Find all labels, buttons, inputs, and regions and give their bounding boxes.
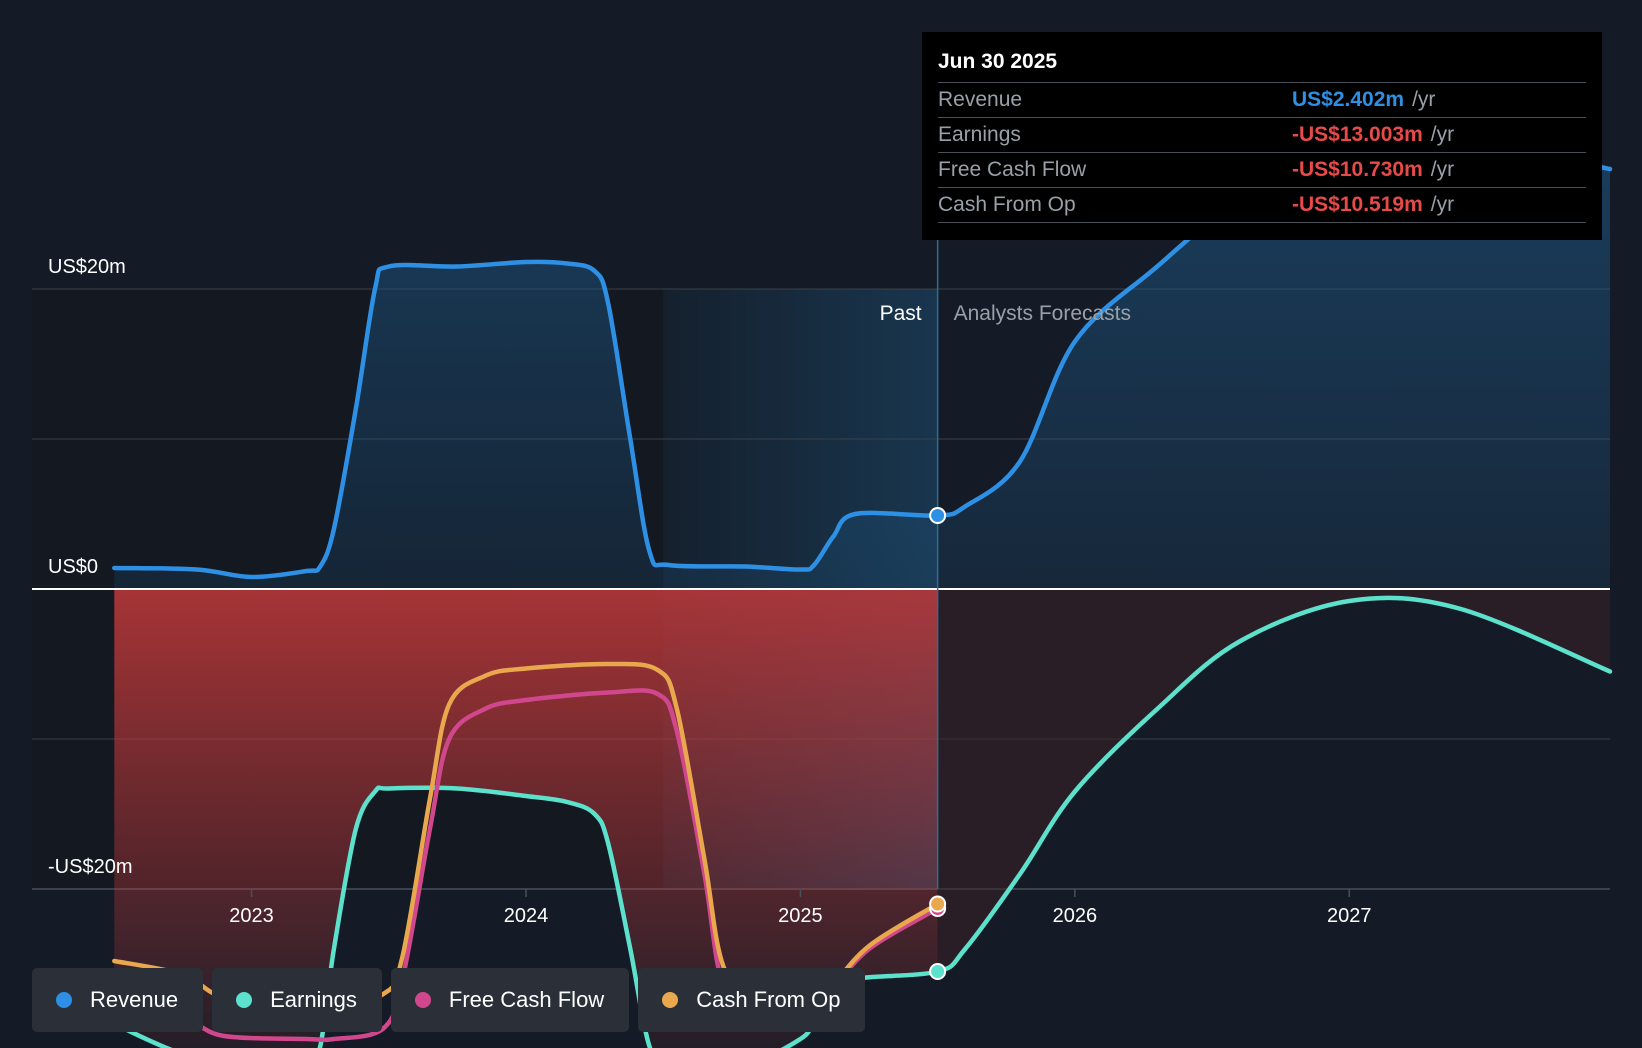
tooltip-row-revenue: Revenue US$2.402m /yr [938,83,1586,118]
legend-revenue[interactable]: Revenue [32,968,204,1032]
x-tick-label: 2024 [504,905,549,927]
tooltip-date: Jun 30 2025 [938,46,1586,83]
tooltip-name: Free Cash Flow [938,158,1087,181]
past-label: Past [880,302,922,325]
tooltip-value: -US$13.003m [1292,123,1423,146]
marker-revenue [929,507,947,524]
revenue-area [114,133,1610,589]
legend-label: Revenue [90,987,179,1012]
tooltip-row-cash-from-op: Cash From Op -US$10.519m /yr [938,188,1586,223]
legend: Revenue Earnings Free Cash Flow Cash Fro… [32,968,866,1032]
tooltip-unit: /yr [1430,123,1455,146]
legend-dot-icon [662,992,679,1008]
legend-earnings[interactable]: Earnings [212,968,382,1032]
series-line-earnings [112,595,1613,1048]
x-tick-label: 2027 [1327,905,1372,927]
legend-label: Cash From Op [696,987,841,1012]
legend-dot-icon [236,992,253,1008]
tooltip-value: -US$10.519m [1292,193,1423,216]
tooltip-name: Cash From Op [938,193,1076,216]
legend-free-cash-flow[interactable]: Free Cash Flow [390,968,630,1032]
tooltip-name: Revenue [938,88,1023,111]
x-tick-label: 2025 [778,905,823,927]
marker-cash-from-op [929,895,947,913]
legend-dot-icon [414,992,431,1008]
current-markers [929,507,947,980]
x-tick-label: 2026 [1053,905,1098,927]
legend-label: Free Cash Flow [448,987,605,1012]
tooltip-unit: /yr [1430,193,1455,216]
tooltip-name: Earnings [938,123,1021,146]
x-tick-label: 2023 [229,905,274,927]
marker-earnings [929,963,947,980]
y-axis-label-top: US$20m [48,256,126,278]
y-axis-label-bottom: -US$20m [48,856,132,878]
tooltip-row-free-cash-flow: Free Cash Flow -US$10.730m /yr [938,153,1586,188]
legend-label: Earnings [270,987,357,1012]
negative-forecast-area [937,589,1610,972]
tooltip-unit: /yr [1430,158,1455,181]
tooltip-value: US$2.402m [1292,88,1405,111]
y-axis-label-zero: US$0 [48,556,98,578]
tooltip: Jun 30 2025 Revenue US$2.402m /yr Earnin… [922,32,1602,240]
analysts-forecasts-label: Analysts Forecasts [954,302,1131,325]
legend-cash-from-op[interactable]: Cash From Op [638,968,866,1032]
series-line-revenue [112,131,1613,580]
tooltip-unit: /yr [1412,88,1436,111]
tooltip-row-earnings: Earnings -US$13.003m /yr [938,118,1586,153]
legend-dot-icon [56,992,72,1008]
x-axis-ticks: 2023 2024 2025 2026 2027 [229,889,1372,927]
tooltip-value: -US$10.730m [1292,158,1423,181]
negative-earnings-area [114,589,938,1048]
